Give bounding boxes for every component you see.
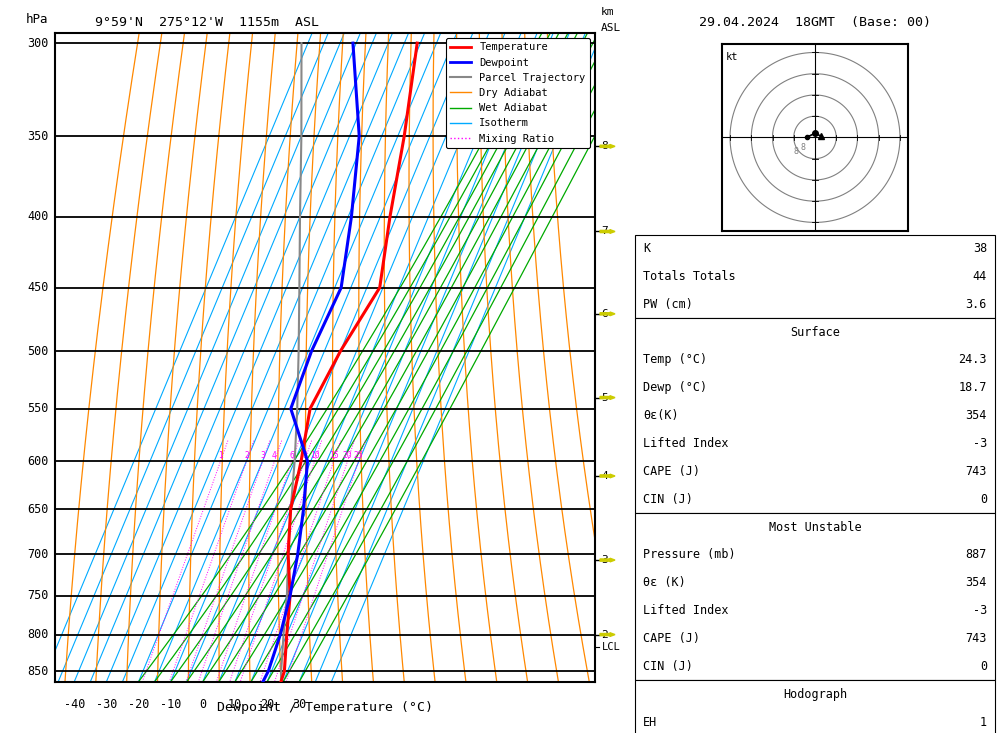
Text: LCL: LCL <box>601 642 620 652</box>
Text: Totals Totals: Totals Totals <box>643 270 736 283</box>
Text: 3.6: 3.6 <box>966 298 987 311</box>
Text: ASL: ASL <box>600 23 621 33</box>
Text: 743: 743 <box>966 632 987 645</box>
Text: 44: 44 <box>973 270 987 283</box>
Text: -3: -3 <box>973 604 987 617</box>
Text: 650: 650 <box>27 503 49 516</box>
Text: 20: 20 <box>260 698 274 711</box>
Text: CIN (J): CIN (J) <box>643 660 693 673</box>
Text: 15: 15 <box>329 451 338 460</box>
Text: 1: 1 <box>980 715 987 729</box>
Text: 400: 400 <box>27 210 49 223</box>
Text: 8: 8 <box>794 147 799 156</box>
Text: 29.04.2024  18GMT  (Base: 00): 29.04.2024 18GMT (Base: 00) <box>699 16 931 29</box>
Text: Lifted Index: Lifted Index <box>643 604 728 617</box>
Text: 800: 800 <box>27 628 49 641</box>
Text: 4: 4 <box>272 451 277 460</box>
Text: 550: 550 <box>27 402 49 415</box>
Text: 18.7: 18.7 <box>958 381 987 394</box>
Text: Mixing Ratio (g/kg): Mixing Ratio (g/kg) <box>655 293 665 421</box>
Text: 2: 2 <box>601 630 608 640</box>
Text: CIN (J): CIN (J) <box>643 493 693 506</box>
Text: 38: 38 <box>973 242 987 255</box>
Text: CAPE (J): CAPE (J) <box>643 465 700 478</box>
Text: 0: 0 <box>980 493 987 506</box>
Text: 0: 0 <box>199 698 206 711</box>
Text: Temp (°C): Temp (°C) <box>643 353 707 366</box>
Text: PW (cm): PW (cm) <box>643 298 693 311</box>
Text: 350: 350 <box>27 130 49 143</box>
Text: kt: kt <box>726 53 738 62</box>
Text: 600: 600 <box>27 454 49 468</box>
Text: 20: 20 <box>343 451 352 460</box>
Text: 8: 8 <box>800 143 805 152</box>
Text: 5: 5 <box>601 393 608 402</box>
Text: 300: 300 <box>27 37 49 50</box>
Text: 887: 887 <box>966 548 987 561</box>
Text: 4: 4 <box>601 471 608 481</box>
Text: hPa: hPa <box>25 13 48 26</box>
Text: -40: -40 <box>64 698 85 711</box>
Text: 354: 354 <box>966 409 987 422</box>
Text: 8: 8 <box>302 451 307 460</box>
Text: 10: 10 <box>310 451 319 460</box>
Text: Dewp (°C): Dewp (°C) <box>643 381 707 394</box>
Text: -10: -10 <box>160 698 181 711</box>
Text: 700: 700 <box>27 548 49 561</box>
Text: EH: EH <box>643 715 657 729</box>
Text: 8: 8 <box>601 141 608 151</box>
Text: 354: 354 <box>966 576 987 589</box>
Text: 24.3: 24.3 <box>958 353 987 366</box>
Text: Hodograph: Hodograph <box>783 688 847 701</box>
Text: 9°59'N  275°12'W  1155m  ASL: 9°59'N 275°12'W 1155m ASL <box>95 16 319 29</box>
Text: θε (K): θε (K) <box>643 576 686 589</box>
Text: 3: 3 <box>260 451 265 460</box>
Text: K: K <box>643 242 650 255</box>
Text: Surface: Surface <box>790 325 840 339</box>
Text: 6: 6 <box>601 309 608 319</box>
Text: Pressure (mb): Pressure (mb) <box>643 548 736 561</box>
Text: 3: 3 <box>601 555 608 565</box>
Text: CAPE (J): CAPE (J) <box>643 632 700 645</box>
Text: 750: 750 <box>27 589 49 603</box>
Text: 850: 850 <box>27 665 49 677</box>
X-axis label: Dewpoint / Temperature (°C): Dewpoint / Temperature (°C) <box>217 701 433 714</box>
Text: -20: -20 <box>128 698 149 711</box>
Text: 25: 25 <box>354 451 363 460</box>
Text: Lifted Index: Lifted Index <box>643 437 728 450</box>
Text: 500: 500 <box>27 345 49 358</box>
Legend: Temperature, Dewpoint, Parcel Trajectory, Dry Adiabat, Wet Adiabat, Isotherm, Mi: Temperature, Dewpoint, Parcel Trajectory… <box>446 38 590 148</box>
Text: km: km <box>600 7 614 17</box>
Text: © weatheronline.co.uk: © weatheronline.co.uk <box>736 711 894 724</box>
Text: 2: 2 <box>244 451 249 460</box>
Text: 6: 6 <box>289 451 294 460</box>
Text: -30: -30 <box>96 698 117 711</box>
Text: 1: 1 <box>218 451 223 460</box>
Text: 743: 743 <box>966 465 987 478</box>
Text: 30: 30 <box>292 698 306 711</box>
Text: θε(K): θε(K) <box>643 409 679 422</box>
Text: 7: 7 <box>601 226 608 237</box>
Text: -3: -3 <box>973 437 987 450</box>
Text: 10: 10 <box>228 698 242 711</box>
Text: Most Unstable: Most Unstable <box>769 520 861 534</box>
Text: 0: 0 <box>980 660 987 673</box>
Text: 450: 450 <box>27 281 49 294</box>
